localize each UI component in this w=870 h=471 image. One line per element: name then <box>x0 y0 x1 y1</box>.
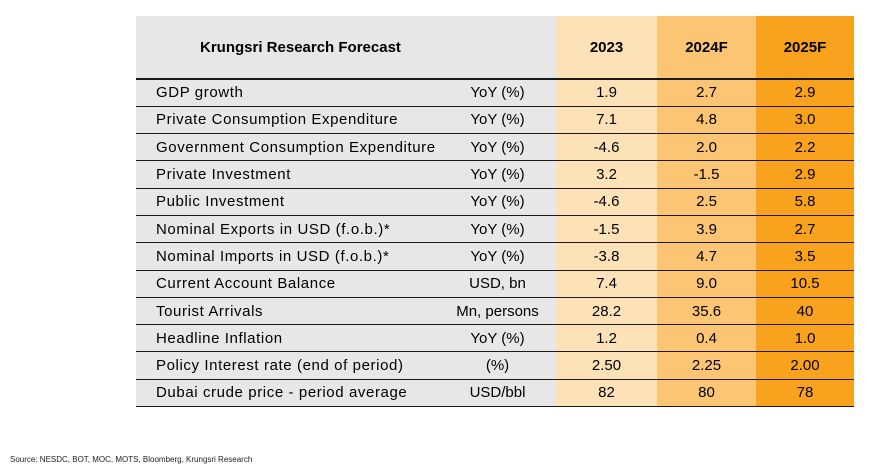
indicator-label: Tourist Arrivals <box>136 297 439 326</box>
value-2024f: 2.5 <box>657 188 756 216</box>
table-title: Krungsri Research Forecast <box>136 16 439 79</box>
indicator-label: Public Investment <box>136 188 439 216</box>
indicator-label: Private Consumption Expenditure <box>136 106 439 135</box>
value-2023: 1.9 <box>556 77 657 107</box>
value-2024f: 2.7 <box>657 77 756 107</box>
value-2023: 1.2 <box>556 324 657 353</box>
table-row: GDP growth YoY (%) 1.9 2.7 2.9 <box>136 77 854 107</box>
value-2023: 3.2 <box>556 160 657 189</box>
indicator-label: Nominal Exports in USD (f.o.b.)* <box>136 215 439 244</box>
unit-header <box>439 16 556 79</box>
indicator-label: Private Investment <box>136 160 439 189</box>
table-body: GDP growth YoY (%) 1.9 2.7 2.9 Private Consum… <box>136 77 854 408</box>
value-2024f: 2.0 <box>657 133 756 162</box>
value-2025f: 78 <box>756 379 854 408</box>
value-2024f: 9.0 <box>657 270 756 298</box>
indicator-unit: USD, bn <box>439 270 556 298</box>
table-row: Tourist Arrivals Mn, persons 28.2 35.6 40 <box>136 297 854 326</box>
indicator-unit: YoY (%) <box>439 215 556 244</box>
value-2025f: 2.7 <box>756 215 854 244</box>
value-2025f: 3.0 <box>756 106 854 135</box>
value-2024f: 4.7 <box>657 242 756 271</box>
value-2025f: 3.5 <box>756 242 854 271</box>
value-2023: 2.50 <box>556 351 657 380</box>
value-2024f: 35.6 <box>657 297 756 326</box>
table-row: Nominal Exports in USD (f.o.b.)* YoY (%) -… <box>136 215 854 244</box>
value-2024f: 3.9 <box>657 215 756 244</box>
indicator-unit: USD/bbl <box>439 379 556 408</box>
indicator-label: Current Account Balance <box>136 270 439 298</box>
indicator-unit: YoY (%) <box>439 160 556 189</box>
table-row: Public Investment YoY (%) -4.6 2.5 5.8 <box>136 188 854 216</box>
indicator-unit: YoY (%) <box>439 106 556 135</box>
value-2023: -3.8 <box>556 242 657 271</box>
value-2024f: -1.5 <box>657 160 756 189</box>
value-2023: -1.5 <box>556 215 657 244</box>
indicator-unit: Mn, persons <box>439 297 556 326</box>
value-2023: 82 <box>556 379 657 408</box>
year-header-2024f: 2024F <box>657 16 756 79</box>
value-2023: -4.6 <box>556 133 657 162</box>
value-2023: -4.6 <box>556 188 657 216</box>
indicator-label: GDP growth <box>136 77 439 107</box>
indicator-unit: YoY (%) <box>439 133 556 162</box>
indicator-label: Government Consumption Expenditure <box>136 133 439 162</box>
table-row: Government Consumption Expenditure YoY (%… <box>136 133 854 162</box>
value-2025f: 2.00 <box>756 351 854 380</box>
value-2025f: 5.8 <box>756 188 854 216</box>
indicator-label: Nominal Imports in USD (f.o.b.)* <box>136 242 439 271</box>
table-row: Policy Interest rate (end of period) (%) 2… <box>136 351 854 380</box>
value-2024f: 0.4 <box>657 324 756 353</box>
indicator-unit: YoY (%) <box>439 188 556 216</box>
indicator-label: Policy Interest rate (end of period) <box>136 351 439 380</box>
value-2025f: 2.2 <box>756 133 854 162</box>
value-2023: 7.4 <box>556 270 657 298</box>
table-row: Current Account Balance USD, bn 7.4 9.0 10.5 <box>136 270 854 298</box>
value-2024f: 2.25 <box>657 351 756 380</box>
value-2025f: 2.9 <box>756 160 854 189</box>
indicator-unit: YoY (%) <box>439 242 556 271</box>
year-header-2025f: 2025F <box>756 16 854 79</box>
table-row: Nominal Imports in USD (f.o.b.)* YoY (%) -… <box>136 242 854 271</box>
source-note: Source: NESDC, BOT, MOC, MOTS, Bloomberg… <box>10 455 253 464</box>
table-row: Private Investment YoY (%) 3.2 -1.5 2.9 <box>136 160 854 189</box>
table-row: Headline Inflation YoY (%) 1.2 0.4 1.0 <box>136 324 854 353</box>
indicator-unit: YoY (%) <box>439 324 556 353</box>
indicator-label: Dubai crude price - period average <box>136 379 439 408</box>
table-row: Private Consumption Expenditure YoY (%) 7.… <box>136 106 854 135</box>
table-header-row: Krungsri Research Forecast 2023 2024F 20… <box>136 16 854 79</box>
indicator-unit: (%) <box>439 351 556 380</box>
value-2025f: 1.0 <box>756 324 854 353</box>
value-2024f: 4.8 <box>657 106 756 135</box>
indicator-label: Headline Inflation <box>136 324 439 353</box>
value-2023: 28.2 <box>556 297 657 326</box>
value-2024f: 80 <box>657 379 756 408</box>
table-row: Dubai crude price - period average USD/bb… <box>136 379 854 408</box>
year-header-2023: 2023 <box>556 16 657 79</box>
indicator-unit: YoY (%) <box>439 77 556 107</box>
value-2025f: 10.5 <box>756 270 854 298</box>
value-2025f: 2.9 <box>756 77 854 107</box>
value-2025f: 40 <box>756 297 854 326</box>
value-2023: 7.1 <box>556 106 657 135</box>
forecast-table: Krungsri Research Forecast 2023 2024F 20… <box>136 16 854 408</box>
